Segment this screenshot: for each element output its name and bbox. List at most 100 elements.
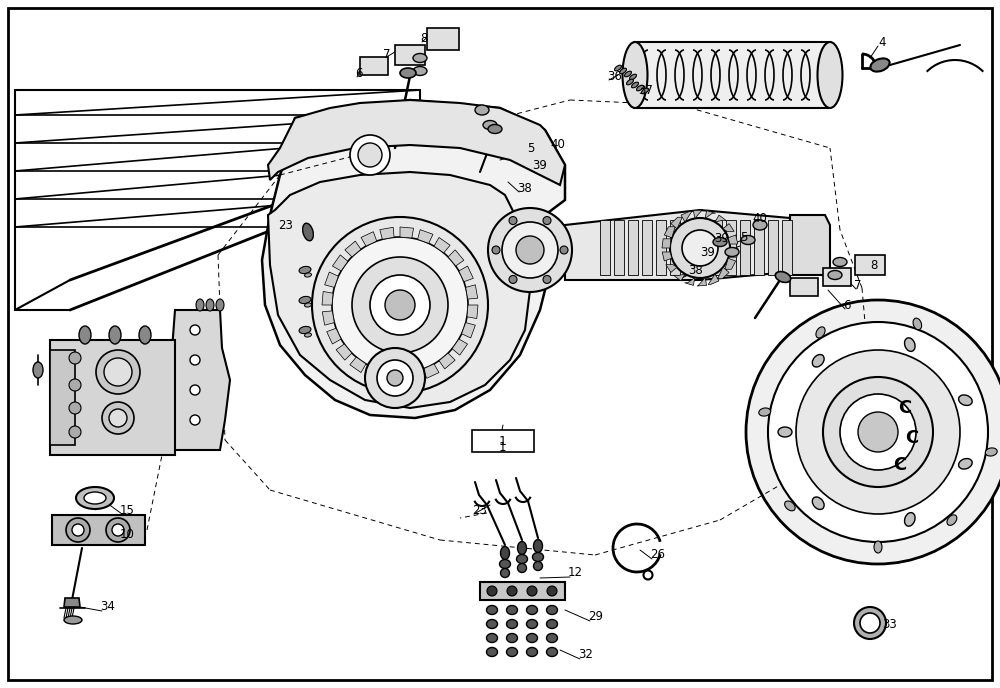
Ellipse shape	[501, 568, 510, 577]
Polygon shape	[350, 357, 366, 372]
Text: 26: 26	[650, 548, 665, 561]
Text: 7: 7	[383, 47, 391, 61]
Polygon shape	[693, 210, 703, 219]
Circle shape	[370, 275, 430, 335]
Ellipse shape	[812, 497, 824, 510]
Text: 7: 7	[854, 279, 862, 292]
Ellipse shape	[299, 297, 311, 303]
Polygon shape	[754, 220, 764, 275]
Ellipse shape	[546, 647, 558, 656]
Text: 8: 8	[870, 259, 877, 272]
Circle shape	[358, 143, 382, 167]
Text: C: C	[905, 429, 919, 447]
Polygon shape	[262, 100, 565, 418]
Circle shape	[385, 290, 415, 320]
Ellipse shape	[785, 501, 795, 511]
Ellipse shape	[620, 68, 626, 74]
Ellipse shape	[507, 605, 518, 614]
Circle shape	[560, 246, 568, 254]
Polygon shape	[418, 230, 433, 244]
Polygon shape	[674, 274, 685, 281]
Polygon shape	[662, 239, 671, 248]
Polygon shape	[268, 172, 530, 408]
Ellipse shape	[299, 326, 311, 334]
Ellipse shape	[828, 270, 842, 279]
Polygon shape	[666, 265, 677, 272]
Text: 40: 40	[752, 211, 767, 224]
Text: 37: 37	[638, 83, 653, 96]
Circle shape	[102, 402, 134, 434]
Polygon shape	[705, 211, 715, 219]
Ellipse shape	[713, 237, 727, 246]
Polygon shape	[642, 220, 652, 275]
Ellipse shape	[196, 299, 204, 311]
Bar	[855, 255, 885, 275]
Circle shape	[96, 350, 140, 394]
Circle shape	[509, 275, 517, 283]
Circle shape	[352, 257, 448, 353]
Text: 6: 6	[355, 67, 363, 80]
Polygon shape	[728, 235, 738, 244]
Bar	[427, 28, 459, 50]
Text: 12: 12	[568, 566, 583, 579]
Ellipse shape	[299, 266, 311, 274]
Circle shape	[840, 394, 916, 470]
Polygon shape	[782, 220, 792, 275]
Polygon shape	[740, 220, 750, 275]
Text: 39: 39	[532, 158, 547, 171]
Polygon shape	[685, 277, 695, 286]
Text: 40: 40	[550, 138, 565, 151]
Ellipse shape	[84, 492, 106, 504]
Ellipse shape	[487, 647, 498, 656]
Polygon shape	[400, 227, 414, 238]
Ellipse shape	[487, 634, 498, 643]
Ellipse shape	[741, 235, 755, 244]
Polygon shape	[630, 42, 835, 108]
Polygon shape	[452, 339, 468, 355]
Polygon shape	[718, 267, 729, 279]
Polygon shape	[462, 323, 475, 338]
Circle shape	[350, 135, 390, 175]
Ellipse shape	[985, 448, 997, 456]
Polygon shape	[790, 215, 830, 275]
Bar	[823, 268, 851, 286]
Polygon shape	[386, 372, 400, 383]
Text: 5: 5	[740, 230, 747, 244]
Ellipse shape	[759, 408, 771, 416]
Circle shape	[69, 379, 81, 391]
Ellipse shape	[206, 299, 214, 311]
Bar	[360, 57, 388, 75]
Polygon shape	[600, 220, 610, 275]
Circle shape	[69, 426, 81, 438]
Ellipse shape	[642, 88, 648, 94]
Ellipse shape	[516, 555, 528, 563]
Polygon shape	[708, 274, 719, 285]
Ellipse shape	[400, 68, 416, 78]
Ellipse shape	[518, 541, 526, 555]
Circle shape	[670, 218, 730, 278]
Ellipse shape	[959, 458, 972, 469]
Bar	[480, 582, 565, 600]
Polygon shape	[50, 350, 75, 445]
Circle shape	[487, 586, 497, 596]
Ellipse shape	[947, 515, 957, 526]
Circle shape	[104, 358, 132, 386]
Text: 23: 23	[278, 219, 293, 231]
Polygon shape	[697, 277, 707, 286]
Ellipse shape	[305, 333, 311, 337]
Polygon shape	[726, 220, 736, 275]
Text: 38: 38	[517, 182, 532, 195]
Circle shape	[365, 348, 425, 408]
Ellipse shape	[534, 539, 542, 552]
Ellipse shape	[637, 85, 643, 91]
Polygon shape	[64, 598, 80, 607]
Circle shape	[516, 236, 544, 264]
Circle shape	[796, 350, 960, 514]
Circle shape	[112, 524, 124, 536]
Ellipse shape	[109, 326, 121, 344]
Polygon shape	[406, 371, 420, 383]
Ellipse shape	[725, 248, 739, 257]
Ellipse shape	[79, 326, 91, 344]
Polygon shape	[367, 367, 382, 380]
Text: 39: 39	[700, 246, 715, 259]
